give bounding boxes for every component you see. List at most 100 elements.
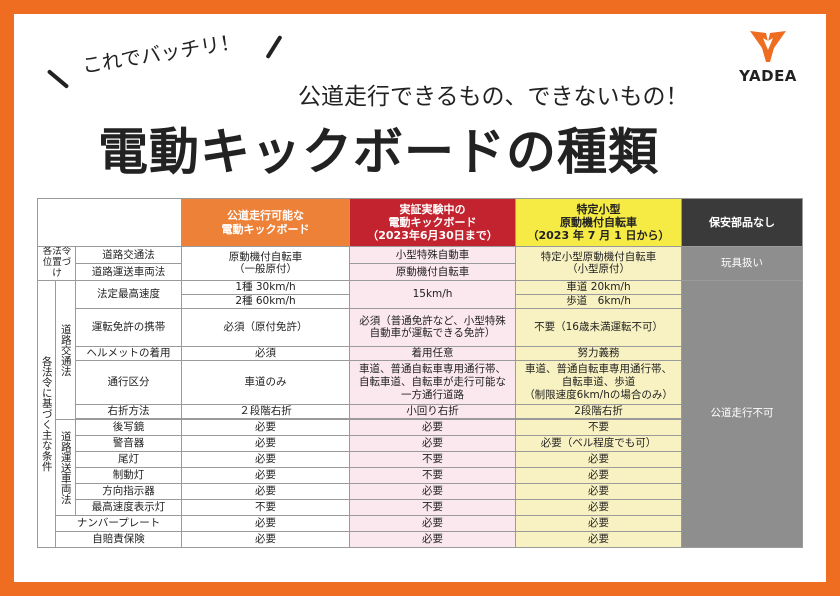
row-right-turn: 右折方法 ２段階右折 小回り右折 2段階右折 [38, 403, 803, 419]
row-brake-light: 制動灯 必要 不要 必要 [38, 466, 803, 484]
cell-b-brake-light: 不要 [349, 466, 517, 484]
cell-b-speed: 15km/h [349, 279, 517, 309]
row-max-speed-1: 各法令に基づく主な条件 道路交通法 法定最高速度 1種 30km/h 15km/… [37, 279, 804, 548]
label-horn: 警音器 [74, 434, 183, 452]
cell-c-helmet: 努力義務 [515, 345, 683, 361]
cell-b-taillight: 不要 [349, 450, 517, 468]
cell-d-positioning: 玩具扱い [681, 246, 804, 281]
cell-b-speed-display: 不要 [349, 498, 517, 516]
label-lane: 通行区分 [74, 359, 183, 405]
cell-b-number-plate: 必要 [349, 514, 517, 532]
cell-b-right-turn: 小回り右折 [349, 403, 517, 419]
cell-a-brake-light: 必要 [181, 466, 351, 484]
group-conditions: 各法令に基づく主な条件 [37, 279, 56, 548]
group-road-traffic-label: 道路交通法 [59, 323, 72, 377]
label-speed-display: 最高速度表示灯 [74, 498, 183, 516]
cell-a-lane: 車道のみ [181, 359, 351, 405]
group-vehicle-transport: 道路運送車両法 [55, 418, 76, 516]
row-helmet: ヘルメットの着用 必須 着用任意 努力義務 [38, 345, 803, 361]
cell-a-speed-2: 2種 60km/h [181, 293, 351, 309]
row-vehicle-transport-law: 道路運送車両法 原動機付自転車 [38, 262, 803, 281]
cell-a-insurance: 必要 [181, 530, 351, 548]
cell-c-right-turn: 2段階右折 [515, 403, 683, 419]
cell-d-conditions: 公道走行不可 [681, 279, 804, 548]
cell-a-mirror: 必要 [181, 418, 351, 436]
col-header-experiment: 実証実験中の 電動キックボード （2023年6月30日まで） [349, 198, 517, 247]
group-positioning-label: 各法令位置づけ [42, 246, 72, 279]
label-helmet: ヘルメットの着用 [74, 345, 183, 361]
cell-b-mirror: 必要 [349, 418, 517, 436]
row-license: 運転免許の携帯 必須（原付免許） 必須（普通免許など、小型特殊 自動車が運転でき… [38, 307, 803, 347]
label-brake-light: 制動灯 [74, 466, 183, 484]
row-max-speed-2: 2種 60km/h 歩道 6km/h [38, 293, 803, 309]
cell-c-taillight: 必要 [515, 450, 683, 468]
cell-a-horn: 必要 [181, 434, 351, 452]
label-indicator: 方向指示器 [74, 482, 183, 500]
cell-c-positioning: 特定小型原動機付自転車 （小型原付） [515, 246, 683, 281]
cell-c-insurance: 必要 [515, 530, 683, 548]
group-conditions-label: 各法令に基づく主な条件 [40, 356, 53, 472]
cell-c-lane-text: 車道、普通自転車専用通行帯、 自転車道、歩道 （制限速度6km/hの場合のみ） [524, 363, 673, 401]
cell-a-speed-1: 1種 30km/h [181, 279, 351, 295]
cell-c-speed-2: 歩道 6km/h [515, 293, 683, 309]
header-row: 公道走行可能な 電動キックボード 実証実験中の 電動キックボード （2023年6… [36, 198, 804, 247]
label-vehicle-transport-law: 道路運送車両法 [74, 262, 183, 281]
col-header-experiment-label: 実証実験中の 電動キックボード （2023年6月30日まで） [367, 202, 498, 243]
yadea-logo-icon [750, 31, 786, 62]
cell-c-positioning-text: 特定小型原動機付自転車 （小型原付） [540, 250, 657, 276]
cell-a-number-plate: 必要 [181, 514, 351, 532]
row-indicator: 方向指示器 必要 必要 必要 [38, 482, 803, 500]
header-empty-cell [36, 198, 183, 247]
cell-b-insurance: 必要 [349, 530, 517, 548]
cell-b-horn: 必要 [349, 434, 517, 452]
group-positioning: 各法令位置づけ [37, 246, 76, 281]
cell-c-license: 不要（16歳未満運転不可） [515, 307, 683, 347]
subtitle: 公道走行できるもの、できないもの！ [298, 84, 689, 110]
cell-b-indicator: 必要 [349, 482, 517, 500]
cell-c-speed-display: 必要 [515, 498, 683, 516]
cell-b-license-text: 必須（普通免許など、小型特殊 自動車が運転できる免許） [359, 314, 506, 340]
label-insurance: 自賠責保険 [54, 530, 183, 548]
label-road-traffic-law: 道路交通法 [74, 246, 183, 264]
cell-a-indicator: 必要 [181, 482, 351, 500]
col-header-no-safety-label: 保安部品なし [709, 215, 776, 229]
row-lane: 通行区分 車道のみ 車道、普通自転車専用通行帯、 自転車道、自転車が走行可能な … [38, 359, 803, 405]
cell-b-license: 必須（普通免許など、小型特殊 自動車が運転できる免許） [349, 307, 517, 347]
cell-c-number-plate: 必要 [515, 514, 683, 532]
col-header-no-safety: 保安部品なし [681, 198, 804, 247]
cell-c-speed-1: 車道 20km/h [515, 279, 683, 295]
spec-table: 公道走行可能な 電動キックボード 実証実験中の 電動キックボード （2023年6… [36, 198, 804, 548]
row-speed-display: 最高速度表示灯 不要 不要 必要 [38, 498, 803, 516]
col-header-public-road-label: 公道走行可能な 電動キックボード [221, 209, 310, 236]
cell-b-road-traffic-law: 小型特殊自動車 [349, 246, 517, 264]
label-right-turn: 右折方法 [74, 403, 183, 419]
group-vehicle-transport-label: 道路運送車両法 [59, 430, 72, 505]
cell-c-brake-light: 必要 [515, 466, 683, 484]
logo-text: YADEA [739, 67, 797, 85]
cell-a-positioning: 原動機付自転車 （一般原付） [181, 246, 351, 281]
row-insurance: 自賠責保険 必要 必要 必要 [38, 530, 803, 548]
cell-b-vehicle-transport-law: 原動機付自転車 [349, 262, 517, 281]
cell-c-horn: 必要（ベル程度でも可） [515, 434, 683, 452]
cell-b-lane: 車道、普通自転車専用通行帯、 自転車道、自転車が走行可能な 一方通行道路 [349, 359, 517, 405]
col-header-specified-label: 特定小型 原動機付自転車 （2023 年 7 月 1 日から） [527, 202, 670, 243]
label-number-plate: ナンバープレート [54, 514, 183, 532]
cell-a-positioning-text: 原動機付自転車 （一般原付） [228, 250, 303, 276]
page-title: 電動キックボードの種類 [98, 123, 659, 181]
label-license: 運転免許の携帯 [74, 307, 183, 347]
cell-b-helmet: 着用任意 [349, 345, 517, 361]
brand-logo: YADEA [726, 28, 810, 85]
cell-b-lane-text: 車道、普通自転車専用通行帯、 自転車道、自転車が走行可能な 一方通行道路 [359, 363, 507, 401]
cell-a-taillight: 必要 [181, 450, 351, 468]
col-header-public-road: 公道走行可能な 電動キックボード [181, 198, 351, 247]
cell-a-helmet: 必須 [181, 345, 351, 361]
label-taillight: 尾灯 [74, 450, 183, 468]
cell-a-speed-display: 不要 [181, 498, 351, 516]
cell-c-lane: 車道、普通自転車専用通行帯、 自転車道、歩道 （制限速度6km/hの場合のみ） [515, 359, 683, 405]
cell-c-mirror: 不要 [515, 418, 683, 436]
cell-a-right-turn: ２段階右折 [181, 403, 351, 419]
label-max-speed: 法定最高速度 [74, 279, 183, 309]
label-mirror: 後写鏡 [74, 418, 183, 436]
cell-c-indicator: 必要 [515, 482, 683, 500]
group-road-traffic: 道路交通法 [55, 279, 76, 420]
